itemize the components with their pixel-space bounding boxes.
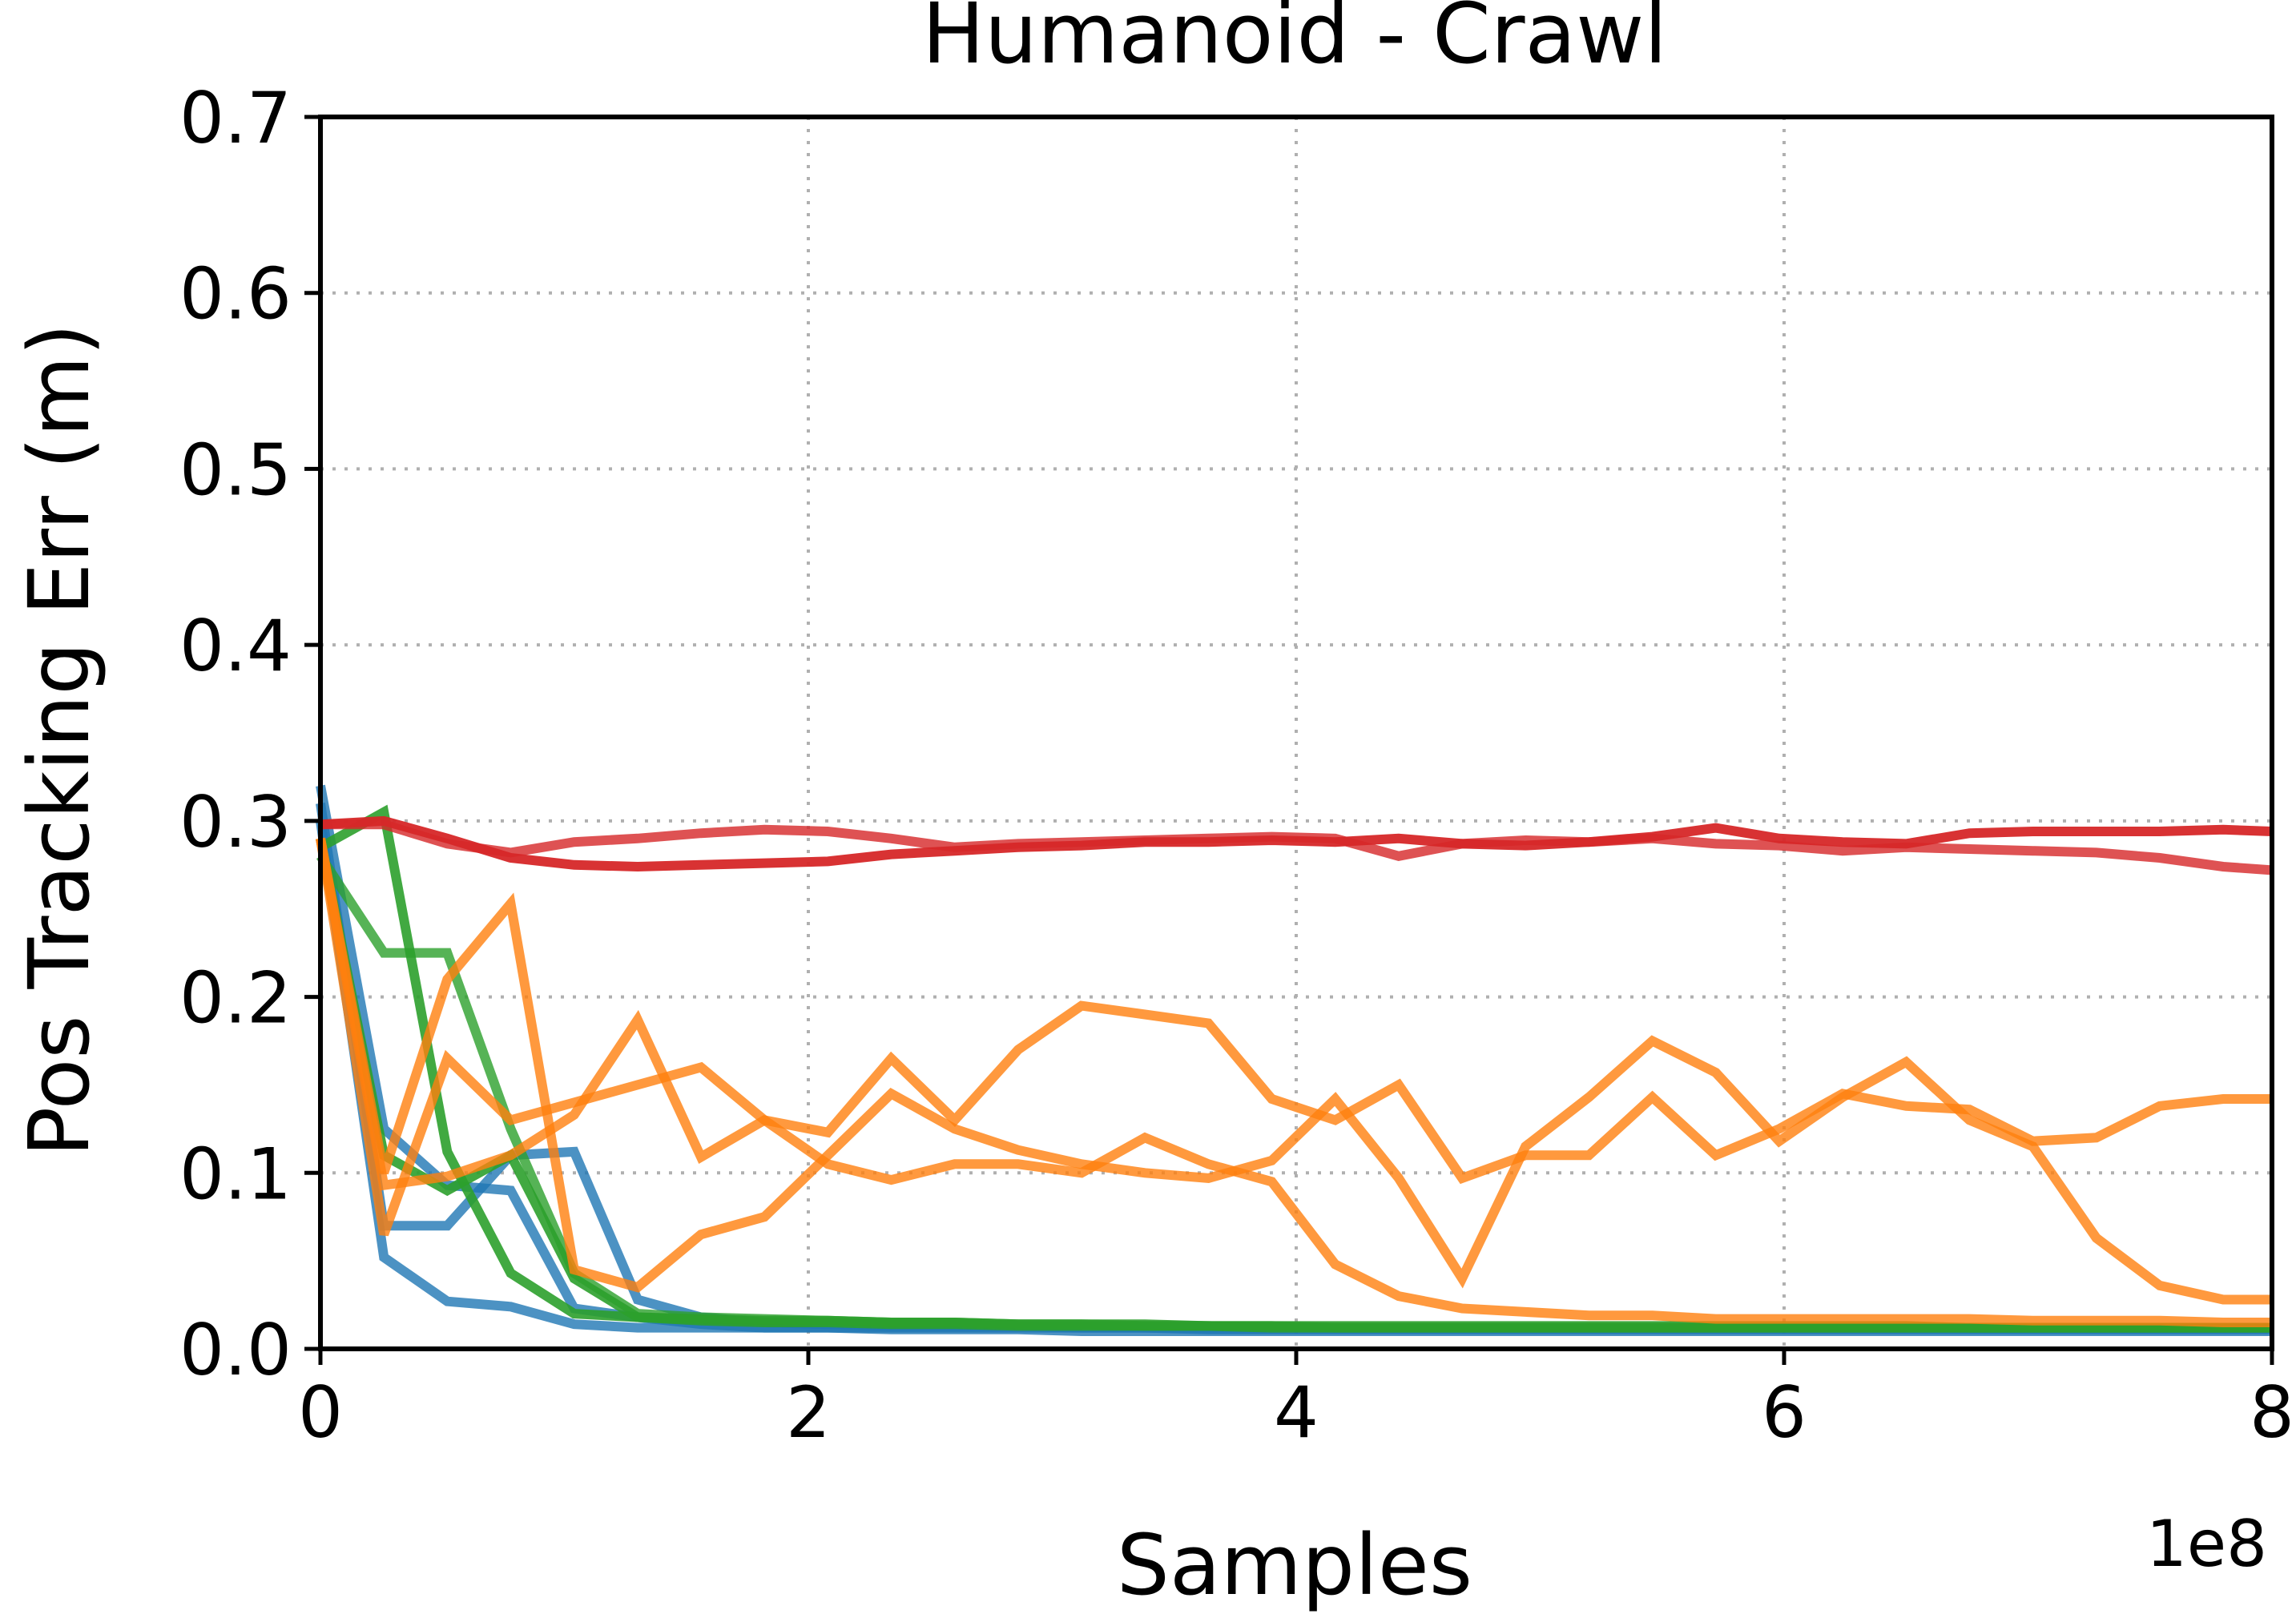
y-tick-label: 0.4: [179, 605, 292, 687]
tick-labels: 0 2 4 6 8 0.0 0.1 0.2 0.3 0.4 0.5 0.6 0.7: [179, 77, 2294, 1454]
y-tick-label: 0.5: [179, 429, 292, 511]
series-line-7: [316, 837, 2272, 1327]
chart-title: Humanoid - Crawl: [922, 0, 1667, 83]
x-tick-label: 0: [298, 1371, 343, 1454]
series-lines: [316, 784, 2273, 1336]
y-tick-label: 0.2: [179, 957, 292, 1040]
grid-lines: [320, 117, 2272, 1349]
x-offset-label: 1e8: [2146, 1507, 2267, 1581]
series-line-11: [320, 815, 2273, 872]
y-tick-label: 0.6: [179, 253, 292, 336]
y-tick-label: 0.0: [179, 1309, 292, 1391]
y-axis-label: Pos Tracking Err (m): [10, 324, 108, 1157]
x-tick-label: 4: [1274, 1371, 1319, 1454]
y-tick-label: 0.3: [179, 781, 292, 863]
series-line-6: [316, 837, 2272, 1333]
x-tick-label: 2: [786, 1371, 831, 1454]
y-tick-label: 0.1: [179, 1133, 292, 1215]
series-line-9: [316, 837, 2272, 1305]
x-axis-label: Samples: [1117, 1516, 1472, 1614]
axis-ticks: [304, 115, 2274, 1365]
y-tick-label: 0.7: [179, 77, 292, 159]
x-tick-label: 8: [2250, 1371, 2294, 1454]
x-tick-label: 6: [1762, 1371, 1807, 1454]
